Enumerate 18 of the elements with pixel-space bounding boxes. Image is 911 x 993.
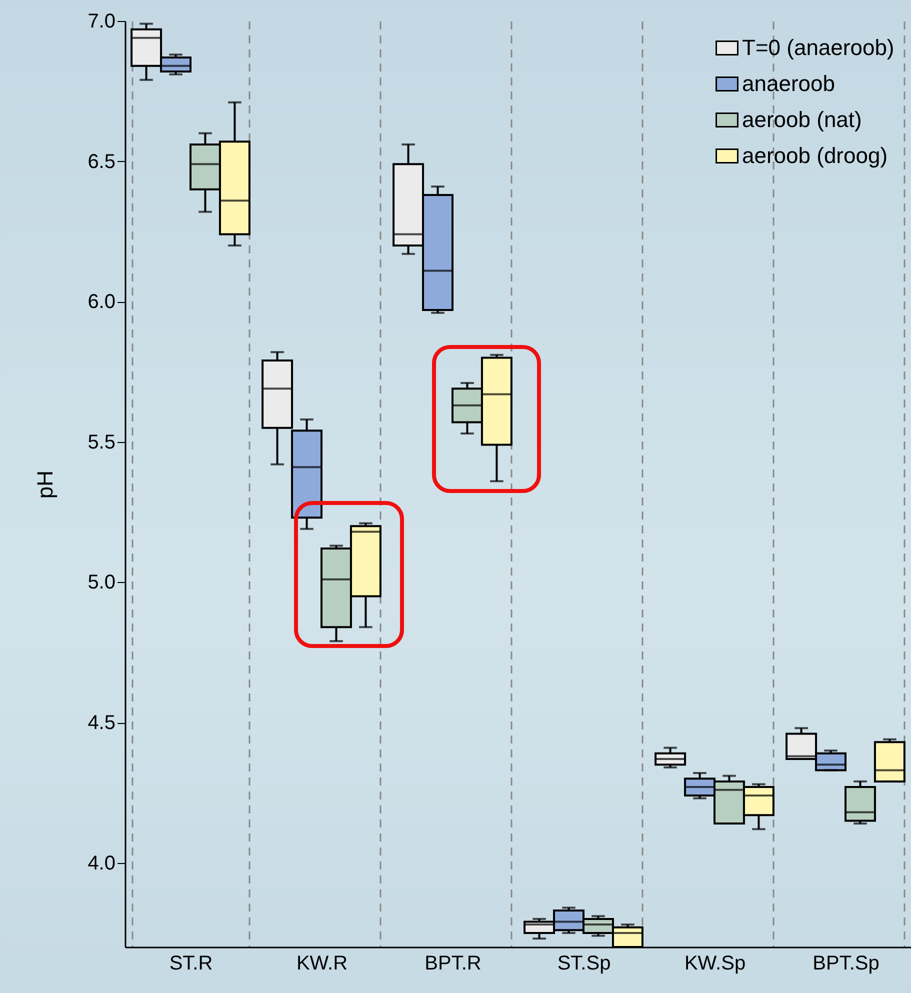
- legend-label: anaeroob: [742, 71, 835, 96]
- x-tick-label: KW.Sp: [684, 952, 746, 974]
- x-tick-label: ST.Sp: [557, 952, 611, 974]
- y-axis-title: pH: [32, 470, 58, 499]
- legend-label: T=0 (anaeroob): [742, 35, 894, 60]
- y-tick-label: 5.5: [88, 431, 116, 454]
- x-tick-label: BPT.Sp: [812, 952, 880, 974]
- x-tick-label: BPT.R: [424, 952, 482, 974]
- x-tick-label: ST.R: [169, 952, 213, 974]
- y-tick-label: 7.0: [88, 10, 116, 32]
- y-tick-label: 4.0: [88, 852, 116, 874]
- legend-label: aeroob (nat): [742, 107, 862, 132]
- y-tick-label: 4.5: [88, 712, 116, 734]
- y-tick-label: 5.0: [88, 572, 116, 594]
- y-tick-label: 6.5: [88, 150, 116, 173]
- legend-label: aeroob (droog): [742, 143, 888, 168]
- x-tick-label: KW.R: [296, 952, 348, 974]
- y-tick-label: 6.0: [88, 291, 116, 314]
